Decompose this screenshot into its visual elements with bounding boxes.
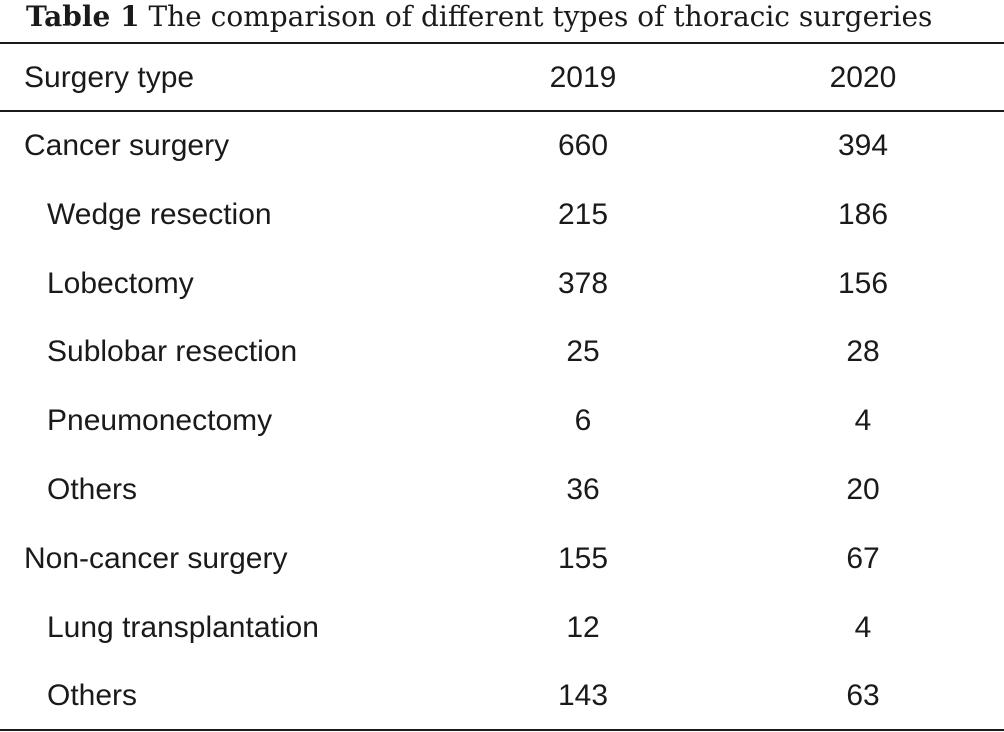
value-2019: 215 (557, 198, 609, 231)
table-row: Sublobar resection 25 28 (0, 318, 1004, 386)
row-label: Wedge resection (47, 198, 272, 231)
header-rule (0, 110, 1004, 112)
value-2020: 4 (854, 611, 872, 644)
row-label: Pneumonectomy (47, 404, 273, 437)
row-label: Lobectomy (47, 267, 194, 300)
value-2019: 6 (574, 404, 592, 437)
value-2019: 155 (557, 542, 609, 575)
bottom-rule (0, 729, 1004, 731)
table-row: Cancer surgery 660 394 (0, 112, 1004, 180)
value-2019: 378 (557, 267, 609, 300)
table-row: Lobectomy 378 156 (0, 250, 1004, 318)
value-2020: 28 (846, 335, 880, 368)
row-label: Others (47, 473, 138, 506)
table-row: Pneumonectomy 6 4 (0, 387, 1004, 455)
value-2020: 394 (837, 129, 889, 162)
value-2020: 20 (846, 473, 880, 506)
top-rule (0, 42, 1004, 44)
table-row: Wedge resection 215 186 (0, 181, 1004, 249)
value-2020: 156 (837, 267, 889, 300)
value-2020: 186 (837, 198, 889, 231)
header-2019: 2019 (549, 61, 617, 94)
value-2020: 67 (846, 542, 880, 575)
table-title: The comparison of different types of tho… (148, 0, 933, 33)
value-2019: 36 (566, 473, 600, 506)
row-label: Lung transplantation (47, 611, 319, 644)
header-surgery-type: Surgery type (24, 61, 195, 94)
table-row: Non-cancer surgery 155 67 (0, 525, 1004, 593)
table-caption: Table 1 The comparison of different type… (26, 0, 932, 38)
row-label: Others (47, 679, 138, 712)
table-row: Lung transplantation 12 4 (0, 594, 1004, 662)
row-label: Non-cancer surgery (24, 542, 288, 575)
value-2019: 25 (566, 335, 600, 368)
row-label: Cancer surgery (24, 129, 230, 162)
row-label: Sublobar resection (47, 335, 298, 368)
table-label: Table 1 (26, 0, 140, 33)
header-row: Surgery type 2019 2020 (0, 44, 1004, 112)
value-2020: 63 (846, 679, 880, 712)
table-row: Others 143 63 (0, 662, 1004, 730)
value-2020: 4 (854, 404, 872, 437)
value-2019: 660 (557, 129, 609, 162)
value-2019: 143 (557, 679, 609, 712)
value-2019: 12 (566, 611, 600, 644)
table-row: Others 36 20 (0, 456, 1004, 524)
header-2020: 2020 (829, 61, 897, 94)
